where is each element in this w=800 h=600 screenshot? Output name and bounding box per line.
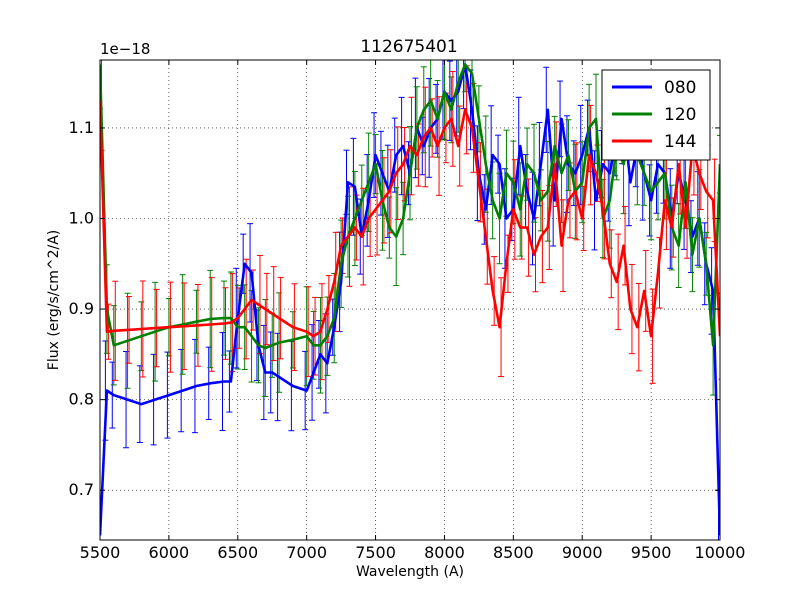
error-bars — [100, 60, 720, 540]
legend-label: 080 — [664, 78, 696, 98]
plot-frame — [99, 59, 721, 541]
x-tick-label: 7000 — [286, 543, 327, 562]
y-offset-label: 1e−18 — [100, 40, 150, 58]
ticks: 5500 6000 6500 7000 7500 8000 8500 9000 9500 1000… — [69, 60, 746, 562]
legend-label: 144 — [664, 132, 696, 152]
x-tick-label: 5500 — [80, 543, 121, 562]
x-tick-label: 6500 — [217, 543, 258, 562]
y-axis-label: Flux (erg/s/cm^2/A) — [46, 230, 62, 370]
x-tick-label: 9500 — [631, 543, 672, 562]
legend-label: 120 — [664, 105, 696, 125]
y-tick-label: 0.8 — [69, 390, 94, 409]
y-tick-label: 1.0 — [69, 208, 94, 227]
x-axis-label: Wavelength (A) — [356, 564, 464, 580]
x-tick-label: 7500 — [355, 543, 396, 562]
y-tick-label: 0.7 — [69, 480, 94, 499]
chart-title: 112675401 — [360, 37, 457, 57]
legend: 080 120 144 — [601, 69, 711, 161]
series-line-144 — [100, 100, 720, 338]
y-tick-label: 0.9 — [69, 299, 94, 318]
x-tick-label: 8500 — [493, 543, 534, 562]
x-tick-label: 9000 — [562, 543, 603, 562]
x-tick-label: 8000 — [424, 543, 465, 562]
x-tick-label: 6000 — [149, 543, 190, 562]
x-tick-label: 10000 — [695, 543, 746, 562]
y-tick-label: 1.1 — [69, 118, 94, 137]
